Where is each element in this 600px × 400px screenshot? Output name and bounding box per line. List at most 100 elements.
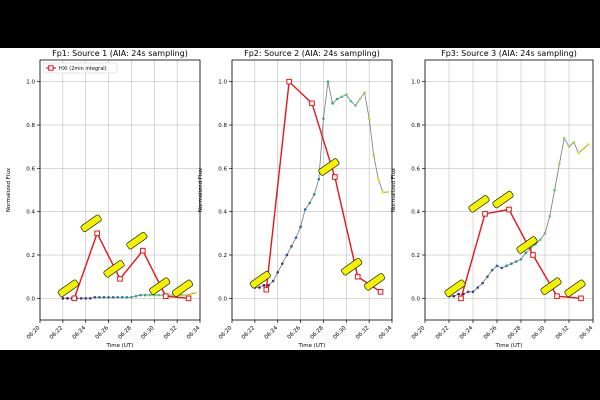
- aia-data-point: [519, 258, 523, 261]
- aia-data-point: [372, 154, 376, 157]
- hxi-data-point: [458, 295, 464, 302]
- hxi-data-point: [309, 100, 315, 107]
- annotation-tag: [444, 279, 466, 298]
- annotation-tag: [57, 279, 79, 298]
- aia-data-point: [376, 177, 380, 181]
- aia-data-point: [471, 290, 475, 294]
- y-tick-label: 1.0: [26, 80, 35, 86]
- annotation-box: [126, 231, 148, 250]
- y-axis-label: Normalized Flux: [198, 167, 204, 212]
- y-tick-label: 0.4: [411, 210, 420, 216]
- aia-data-point: [476, 286, 480, 289]
- aia-data-point: [102, 295, 106, 299]
- annotation-tag: [80, 214, 102, 233]
- aia-data-point: [276, 271, 280, 274]
- plot-frame: [39, 59, 201, 321]
- aia-data-point: [553, 188, 556, 192]
- hxi-data-point: [71, 295, 78, 302]
- aia-data-point: [572, 141, 576, 144]
- aia-data-point: [79, 297, 83, 300]
- hxi-data-point: [162, 293, 169, 299]
- aia-data-point: [148, 293, 152, 297]
- aia-data-point: [308, 201, 312, 205]
- aia-data-point: [505, 264, 508, 268]
- y-tick-label: 0.6: [26, 166, 35, 172]
- y-tick-label: 0.2: [26, 253, 35, 259]
- aia-data-point: [262, 284, 266, 287]
- annotation-tag: [468, 195, 490, 213]
- y-tick-label: 0.0: [26, 296, 35, 302]
- annotation-tag: [364, 273, 386, 291]
- hxi-data-point: [140, 247, 146, 254]
- y-tick-label: 0.4: [26, 210, 35, 216]
- annotation-box: [468, 195, 490, 213]
- annotation-box: [318, 158, 340, 176]
- hxi-series-line: [265, 80, 381, 293]
- annotation-box: [103, 260, 125, 278]
- aia-data-point: [116, 295, 120, 299]
- aia-data-point: [66, 297, 69, 300]
- annotation-box: [341, 257, 363, 276]
- annotation-box: [249, 270, 271, 289]
- y-axis-label: Normalized Flux: [391, 167, 397, 212]
- annotation-box: [57, 279, 79, 298]
- plot-frame: [231, 59, 393, 321]
- aia-data-point: [134, 294, 138, 298]
- chart-title: Fp2: Source 2 (AIA: 24s sampling): [244, 49, 380, 58]
- aia-data-point: [481, 281, 484, 285]
- hxi-data-point: [482, 211, 488, 217]
- aia-data-point: [258, 286, 261, 289]
- legend-marker: [48, 65, 54, 71]
- annotation-tag: [318, 158, 340, 176]
- aia-data-point: [500, 266, 504, 270]
- aia-data-point: [582, 147, 585, 151]
- chart-title: Fp1: Source 1 (AIA: 24s sampling): [52, 49, 188, 58]
- chart-panel-3: 06:20 06:22 06:24 06:26 06:28 06:30 06:32 06:34…: [391, 49, 595, 349]
- aia-data-point: [157, 293, 161, 297]
- annotation-tag: [149, 277, 171, 295]
- legend-box: [42, 62, 118, 74]
- aia-data-point: [344, 93, 348, 96]
- aia-data-point: [586, 143, 590, 146]
- annotation-tag: [341, 257, 363, 276]
- annotation-box: [444, 279, 466, 298]
- aia-data-point: [358, 97, 362, 101]
- aia-data-point: [486, 275, 489, 278]
- legend: HXI (2min integral): [42, 62, 118, 74]
- aia-data-point: [130, 295, 133, 299]
- annotation-box: [492, 190, 514, 209]
- aia-data-point: [326, 80, 330, 83]
- plot-frame: [424, 59, 594, 321]
- aia-data-point: [294, 236, 298, 239]
- annotation-tag: [126, 231, 148, 250]
- aia-data-point: [271, 279, 275, 283]
- hxi-series-line: [73, 231, 189, 300]
- aia-data-point: [61, 297, 65, 300]
- y-tick-label: 1.0: [411, 80, 420, 86]
- y-tick-label: 0.8: [411, 123, 420, 129]
- aia-data-point: [562, 136, 566, 140]
- hxi-data-point: [506, 206, 512, 213]
- aia-data-point: [340, 95, 344, 99]
- aia-data-point: [285, 253, 289, 257]
- hxi-data-point: [578, 295, 584, 302]
- annotation-tag: [249, 270, 271, 289]
- aia-data-point: [514, 260, 518, 263]
- aia-data-point: [107, 295, 110, 299]
- aia-data-point: [317, 177, 321, 181]
- plot-area: [425, 60, 593, 320]
- aia-data-point: [543, 232, 547, 235]
- hxi-data-point: [286, 78, 292, 85]
- hxi-data-point: [377, 289, 384, 295]
- aia-data-point: [290, 245, 293, 248]
- aia-data-point: [280, 262, 284, 265]
- annotation-box: [540, 277, 562, 295]
- aia-data-point: [322, 117, 325, 120]
- annotation-tag: [516, 236, 538, 254]
- x-axis-label: Time (UT): [495, 343, 523, 349]
- annotation-tag: [492, 190, 514, 209]
- aia-data-point: [558, 162, 561, 166]
- aia-data-point: [335, 97, 339, 101]
